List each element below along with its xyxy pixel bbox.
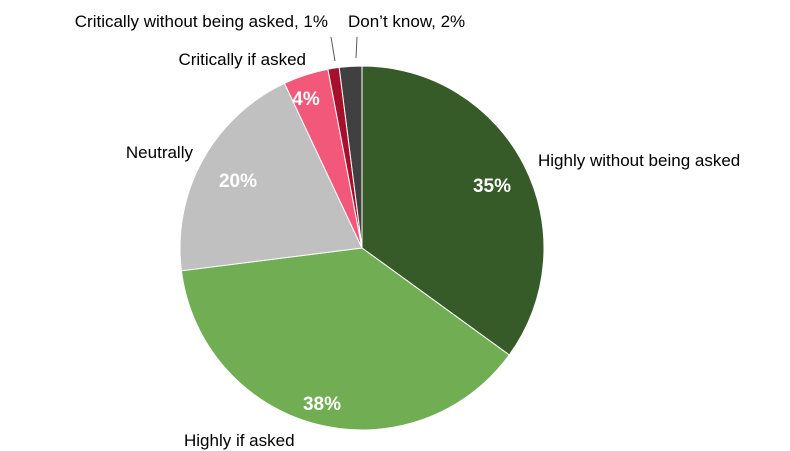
leader-line-don-t-know xyxy=(355,36,358,59)
pie-slice-don-t-know xyxy=(338,65,363,249)
pie-slice-highly-if-asked xyxy=(180,247,510,431)
category-label-critically-without-being-asked: Critically without being asked, 1% xyxy=(75,12,328,31)
category-label-highly-if-asked: Highly if asked xyxy=(184,431,295,450)
pie-slices xyxy=(179,65,545,431)
outer-category-labels: Highly without being asked Highly if aske… xyxy=(75,12,740,450)
category-label-neutrally: Neutrally xyxy=(126,143,194,162)
pie-slice-highly-without-being-asked xyxy=(361,65,545,356)
category-label-highly-without-being-asked: Highly without being asked xyxy=(538,151,740,170)
leader-lines xyxy=(330,36,358,62)
value-label-critically-if-asked: 4% xyxy=(292,89,320,110)
value-label-highly-without-being-asked: 35% xyxy=(473,176,511,197)
category-label-critically-if-asked: Critically if asked xyxy=(178,50,306,69)
leader-line-critically-without-being-asked xyxy=(330,36,336,62)
pie-slice-neutrally xyxy=(179,82,363,272)
inner-value-labels: 35% 38% 20% 4% xyxy=(219,89,511,415)
value-label-neutrally: 20% xyxy=(219,171,257,192)
category-label-don-t-know: Don’t know, 2% xyxy=(348,12,465,31)
value-label-highly-if-asked: 38% xyxy=(303,394,341,415)
